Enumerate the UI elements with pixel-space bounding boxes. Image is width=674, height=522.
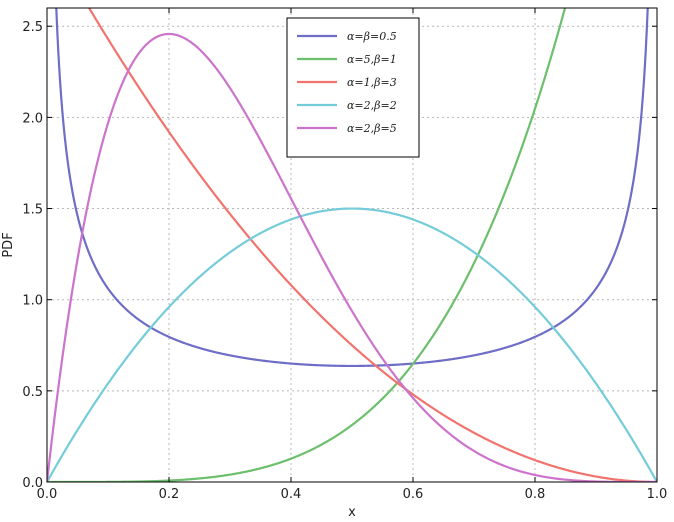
series-line-3: [47, 207, 657, 482]
legend-label-1: α=5,β=1: [347, 53, 397, 66]
series-line-0: [55, 8, 649, 368]
series-line-1: [47, 8, 567, 482]
legend-box: [286, 17, 420, 158]
series-line-2: [87, 8, 657, 482]
y-tick-label: 2.5: [22, 20, 43, 35]
y-tick-label: 0.5: [22, 385, 43, 400]
ticks: 0.0 0.2 0.4 0.6 0.8 1.0 0.0 0.5 1.0 1.5 2.0 2.5: [22, 8, 667, 502]
series-line-4: [47, 32, 657, 482]
y-tick-label: 0.0: [22, 476, 43, 491]
x-tick-label: 0.6: [403, 487, 424, 502]
legend-label-2: α=1,β=3: [347, 76, 397, 89]
y-axis-label: PDF: [1, 232, 16, 257]
legend-label-3: α=2,β=2: [347, 99, 397, 112]
x-tick-label: 0.2: [159, 487, 180, 502]
legend: α=β=0.5 α=5,β=1 α=1,β=3 α=2,β=2 α=2,β=5: [286, 17, 420, 158]
x-axis-label: x: [348, 505, 356, 520]
x-tick-label: 1.0: [647, 487, 668, 502]
plot-frame: [46, 7, 658, 483]
y-tick-label: 2.0: [22, 111, 43, 126]
y-tick-label: 1.0: [22, 294, 43, 309]
legend-label-4: α=2,β=5: [347, 122, 397, 135]
y-tick-label: 1.5: [22, 203, 43, 218]
x-tick-label: 0.0: [37, 487, 58, 502]
legend-label-0: α=β=0.5: [347, 30, 397, 43]
x-tick-label: 0.4: [281, 487, 302, 502]
x-tick-label: 0.8: [525, 487, 546, 502]
series-lines: [47, 8, 657, 482]
